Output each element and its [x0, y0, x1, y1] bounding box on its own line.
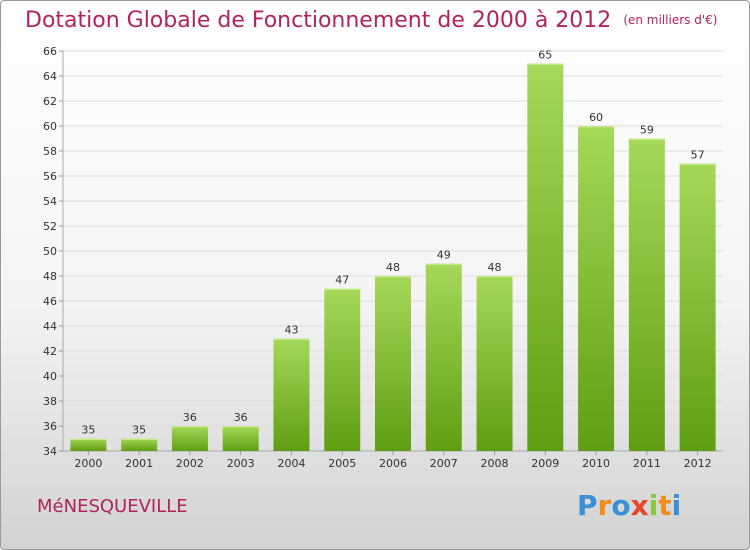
y-tick-label: 36 — [43, 420, 57, 433]
bar-2006 — [375, 276, 411, 451]
commune-name: MéNESQUEVILLE — [37, 496, 188, 517]
bar-2010 — [578, 126, 615, 451]
bar-2004 — [273, 338, 310, 451]
bar-value-label: 59 — [640, 124, 654, 137]
y-tick-label: 38 — [43, 395, 57, 408]
logo-letter: P — [577, 489, 598, 522]
chart-subtitle: (en milliers d'€) — [623, 13, 718, 27]
y-tick-label: 46 — [43, 295, 57, 308]
y-tick-label: 60 — [43, 120, 57, 133]
bar-top-highlight — [70, 438, 107, 440]
logo-letter: r — [597, 489, 612, 522]
y-tick-label: 62 — [43, 95, 57, 108]
x-tick-label: 2008 — [481, 457, 509, 470]
x-tick-label: 2009 — [531, 457, 559, 470]
title-text: Dotation Globale de Fonctionnement de 20… — [25, 8, 612, 33]
bar-top-highlight — [527, 63, 564, 65]
y-tick-label: 54 — [43, 195, 57, 208]
y-tick-label: 50 — [43, 245, 57, 258]
y-tick-label: 58 — [43, 145, 57, 158]
bar-value-label: 65 — [538, 49, 552, 62]
y-tick-label: 56 — [43, 170, 57, 183]
bar-value-label: 60 — [589, 111, 603, 124]
proxiti-logo: Proxiti — [577, 489, 681, 522]
bar-top-highlight — [273, 338, 310, 340]
logo-letter: t — [658, 489, 672, 522]
bar-top-highlight — [222, 426, 259, 428]
y-tick-label: 64 — [43, 70, 57, 83]
bar-top-highlight — [476, 276, 513, 278]
x-tick-label: 2011 — [633, 457, 661, 470]
bar-2007 — [425, 263, 462, 451]
x-tick-label: 2000 — [74, 457, 102, 470]
bar-2012 — [679, 163, 716, 451]
bar-2005 — [324, 288, 361, 451]
y-tick-label: 48 — [43, 270, 57, 283]
bar-2008 — [476, 276, 513, 451]
bar-top-highlight — [171, 426, 208, 428]
x-tick-label: 2004 — [277, 457, 305, 470]
y-tick-label: 66 — [43, 45, 57, 58]
bar-value-label: 48 — [386, 261, 400, 274]
bar-value-label: 57 — [691, 149, 705, 162]
x-tick-label: 2007 — [430, 457, 458, 470]
x-tick-label: 2005 — [328, 457, 356, 470]
bar-top-highlight — [628, 138, 665, 140]
x-tick-label: 2001 — [125, 457, 153, 470]
x-tick-label: 2002 — [176, 457, 204, 470]
bar-2002 — [171, 426, 208, 451]
y-tick-label: 52 — [43, 220, 57, 233]
bar-value-label: 36 — [234, 411, 248, 424]
y-tick-label: 42 — [43, 345, 57, 358]
x-tick-label: 2012 — [684, 457, 712, 470]
bar-2003 — [222, 426, 259, 451]
bar-top-highlight — [425, 263, 462, 265]
bar-2001 — [121, 438, 158, 451]
logo-letter: i — [671, 489, 682, 522]
bars — [70, 63, 716, 451]
chart-title: Dotation Globale de Fonctionnement de 20… — [25, 8, 717, 33]
bar-value-label: 49 — [437, 249, 451, 262]
bar-top-highlight — [679, 163, 716, 165]
bar-top-highlight — [324, 288, 361, 290]
bar-top-highlight — [121, 438, 158, 440]
bar-value-label: 43 — [284, 324, 298, 337]
logo-letter: x — [630, 489, 649, 522]
logo-letter: o — [611, 489, 631, 522]
bar-value-label: 47 — [335, 274, 349, 287]
labels: 34 36 38 40 42 44 46 48 50 52 54 56 58 60 62 64 66 35 2000… — [43, 45, 712, 470]
bar-value-label: 48 — [488, 261, 502, 274]
y-tick-label: 40 — [43, 370, 57, 383]
bar-2009 — [527, 63, 564, 451]
bar-top-highlight — [375, 276, 411, 278]
bar-value-label: 35 — [81, 424, 95, 437]
logo-letter: i — [648, 489, 659, 522]
x-tick-label: 2003 — [227, 457, 255, 470]
bar-2011 — [628, 138, 665, 451]
x-tick-label: 2010 — [582, 457, 610, 470]
x-tick-label: 2006 — [379, 457, 407, 470]
bar-value-label: 36 — [183, 411, 197, 424]
bar-value-label: 35 — [132, 424, 146, 437]
y-tick-label: 44 — [43, 320, 57, 333]
bar-top-highlight — [578, 126, 615, 128]
bar-2000 — [70, 438, 107, 451]
y-tick-label: 34 — [43, 445, 57, 458]
